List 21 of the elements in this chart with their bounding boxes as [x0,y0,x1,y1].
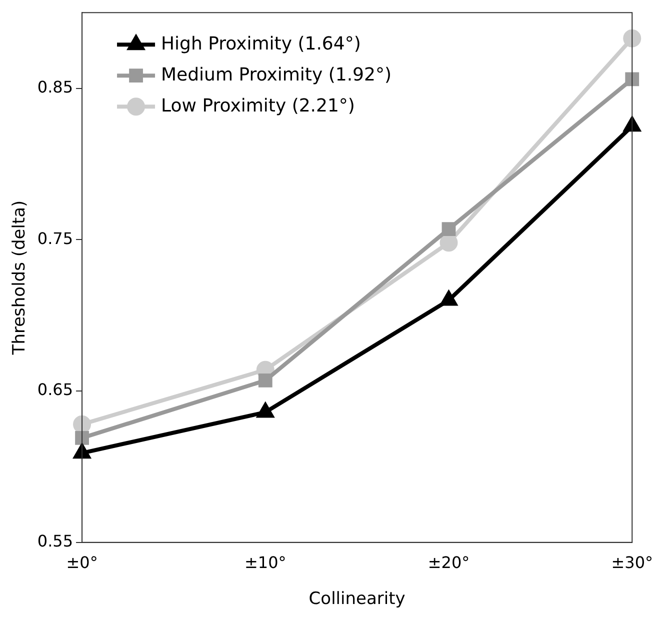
point [75,431,89,445]
point [257,403,274,418]
legend-label: Low Proximity (2.21°) [161,95,355,116]
y-tick-label: 0.75 [37,228,74,248]
y-axis-title: Thresholds (delta) [10,200,30,356]
legend-label: Medium Proximity (1.92°) [161,64,392,86]
y-tick-label: 0.85 [37,77,74,96]
x-tick-label: ±0° [66,553,98,572]
x-axis-title: Collinearity [308,589,406,610]
x-tick-label: ±30° [611,553,653,572]
y-tick-label: 0.55 [37,532,74,551]
y-tick-label: 0.65 [37,380,74,400]
x-tick-label: ±20° [428,553,470,572]
point [625,72,640,86]
point [258,373,272,388]
point [623,29,642,48]
legend-label: High Proximity (1.64°) [161,33,361,54]
point [442,222,456,236]
point [74,444,90,459]
point [440,291,457,306]
x-tick-label: ±10° [244,553,286,572]
